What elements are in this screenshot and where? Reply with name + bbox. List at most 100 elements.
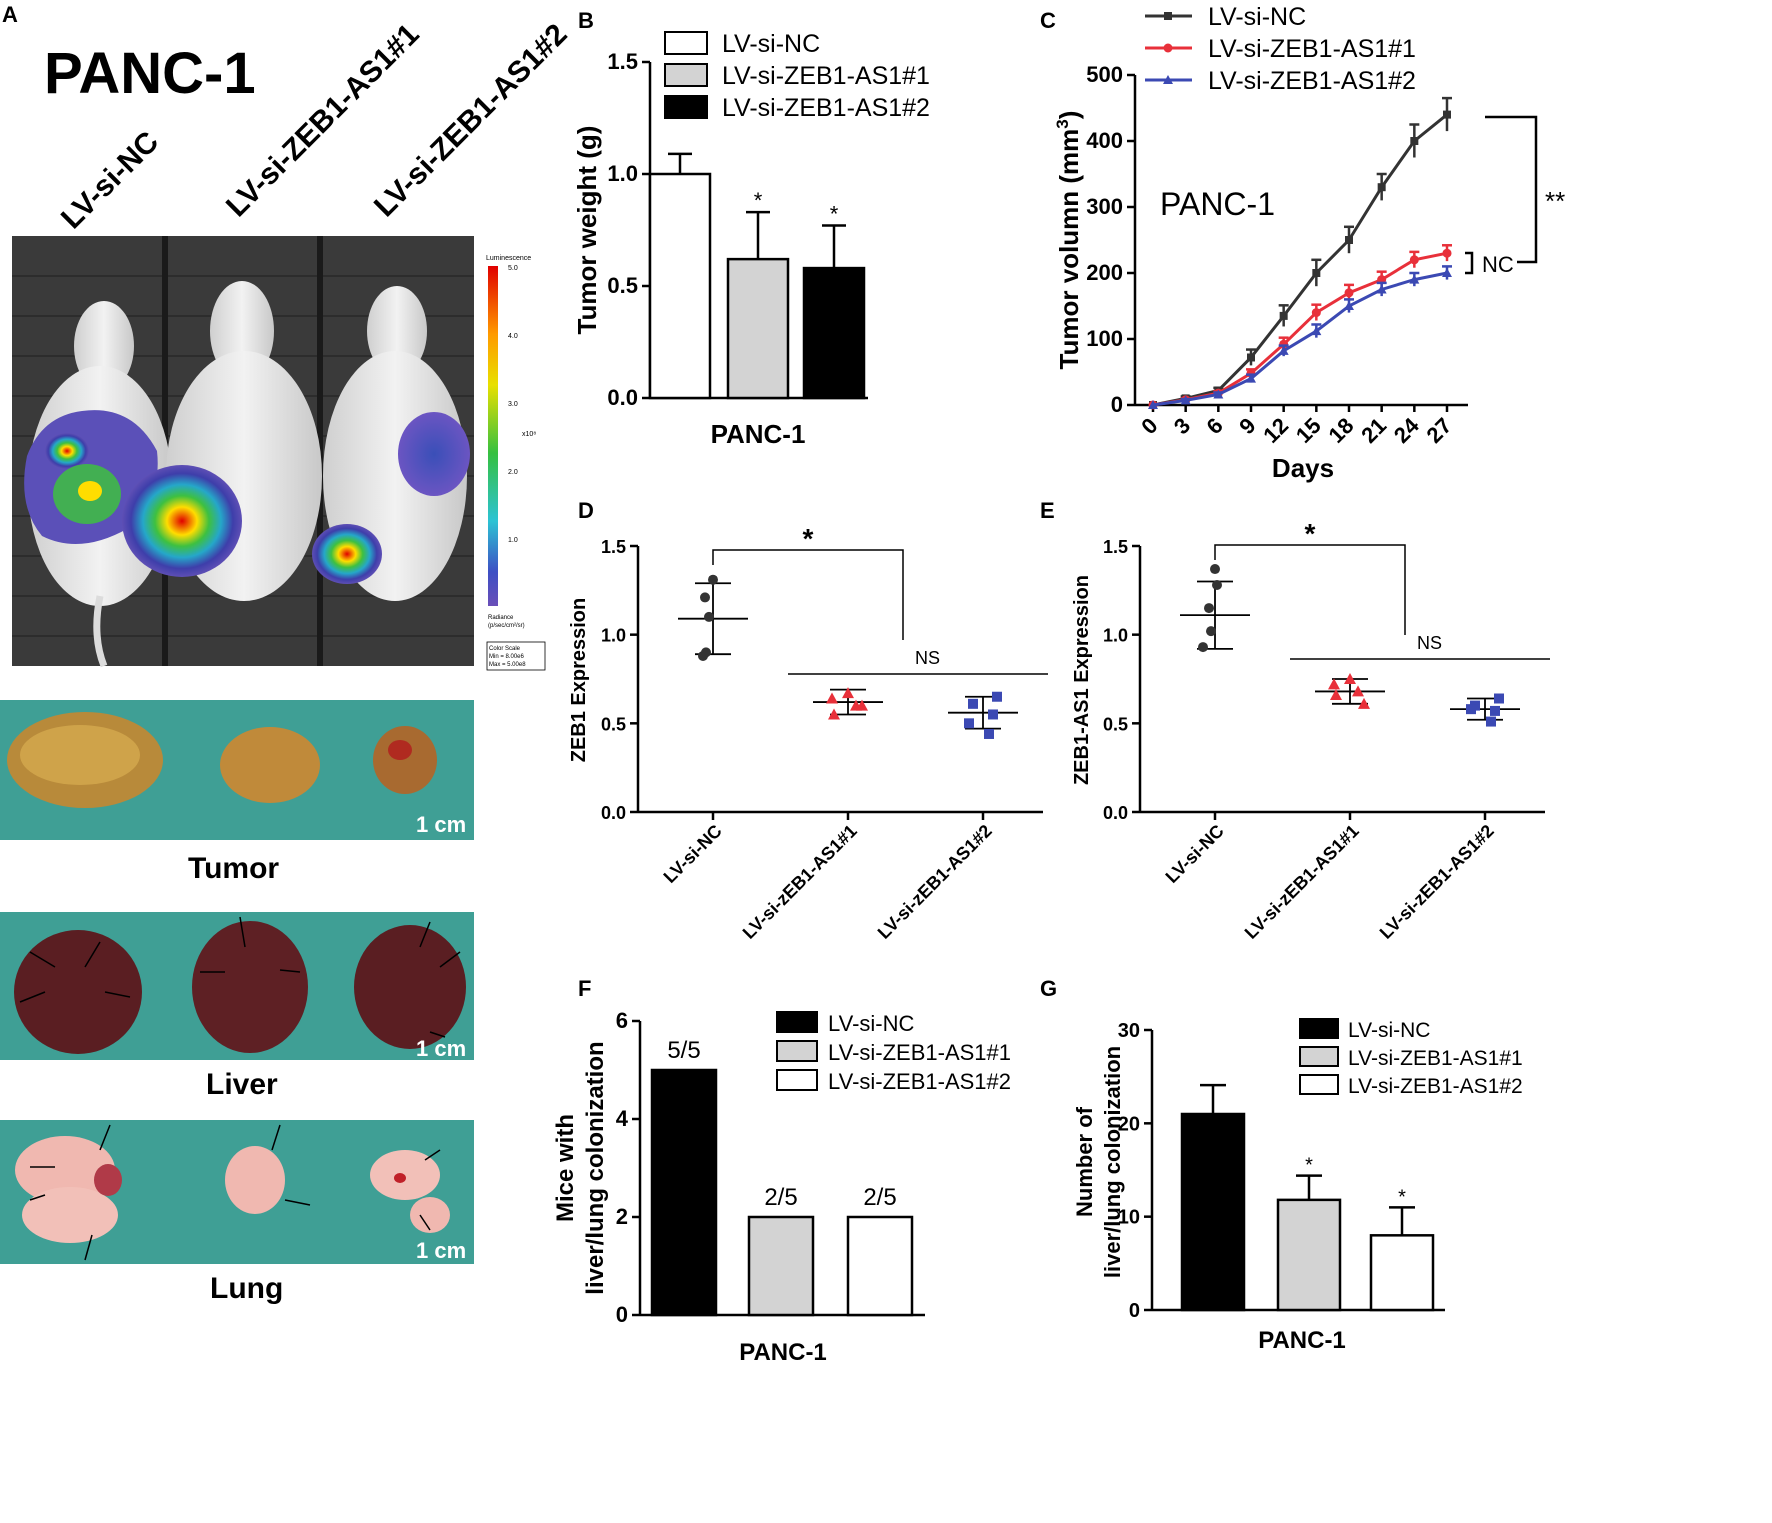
c-series-line-0 [1152, 113, 1448, 407]
c-point [1410, 137, 1419, 145]
c-x-tick-label: 24 [1389, 412, 1425, 448]
f-legend-swatch-2 [776, 1069, 818, 1091]
c-x-tick-label: 27 [1422, 413, 1457, 448]
f-bar-label-2: 2/5 [863, 1184, 896, 1211]
c-point [1376, 284, 1387, 294]
g-legend-swatch-2 [1299, 1074, 1339, 1095]
d-point [964, 718, 974, 729]
colorbar-tick-3: 2.0 [508, 469, 518, 476]
c-legend-label-1: LV-si-ZEB1-AS1#1 [1208, 35, 1416, 63]
c-x-tick-label: 6 [1202, 413, 1228, 439]
e-sig-bracket [1214, 544, 1406, 635]
c-x-tick-label: 21 [1356, 413, 1391, 448]
c-legend-marker-0 [1164, 12, 1172, 20]
c-point [1377, 183, 1386, 192]
panel-label-e: E [1040, 498, 1055, 523]
liver-caption: Liver [206, 1068, 278, 1101]
f-legend-swatch-1 [776, 1040, 818, 1062]
c-x-tick-label: 18 [1324, 413, 1359, 448]
f-bar-label-0: 5/5 [667, 1037, 700, 1064]
colorbar: Luminescence 5.0 4.0 3.0 x10⁸ 2.0 1.0 Ra… [486, 255, 546, 671]
f-y-label-2: liver/lung colonization [582, 1041, 609, 1294]
e-y-tick-label: 1.5 [1103, 537, 1128, 557]
e-point [1206, 626, 1216, 637]
panel-label-c: C [1040, 8, 1056, 33]
tumor-scale-text: 1 cm [416, 812, 467, 837]
d-point [701, 647, 711, 658]
c-y-tick-label: 300 [1086, 194, 1123, 219]
d-y-label: ZEB1 Expression [568, 598, 590, 763]
c-y-tick-label: 500 [1086, 62, 1123, 87]
colorbar-tick-2: 3.0 [508, 401, 518, 408]
c-nc-label: NC [1482, 252, 1514, 277]
panel-label-g: G [1040, 976, 1058, 1001]
c-series-line-1 [1152, 251, 1448, 407]
b-y-tick-label: 0.5 [607, 273, 638, 298]
e-y-tick-label: 1.0 [1103, 626, 1128, 646]
c-y-tick-label: 0 [1111, 392, 1123, 417]
d-point [992, 691, 1002, 702]
b-y-tick-label: 0.0 [607, 385, 638, 410]
e-point [1352, 685, 1364, 697]
c-point [1409, 274, 1420, 284]
lung-photo: 1 cm [0, 1120, 474, 1264]
e-point [1204, 603, 1214, 614]
f-y-tick-label: 6 [616, 1008, 628, 1033]
c-point [1409, 255, 1419, 265]
d-point [700, 592, 710, 603]
b-legend-label-0: LV-si-NC [722, 30, 820, 58]
b-legend-swatch-0 [664, 31, 708, 55]
panel-label-f: F [578, 976, 592, 1001]
lung-caption: Lung [210, 1272, 284, 1305]
d-ns-label: NS [915, 648, 940, 668]
b-x-label: PANC-1 [711, 419, 806, 449]
e-point [1494, 693, 1504, 704]
c-x-tick-label: 12 [1258, 413, 1293, 448]
c-x-tick-label: 9 [1234, 413, 1260, 439]
f-y-label: Mice with [552, 1114, 579, 1222]
e-point [1330, 688, 1342, 700]
tumor-caption: Tumor [188, 852, 280, 885]
d-x-tick-label-1: LV-si-zEB1-AS1#1 [739, 821, 861, 943]
b-legend-swatch-1 [664, 63, 708, 87]
b-y-label: Tumor weight (g) [572, 126, 602, 335]
g-bar-1 [1276, 1198, 1342, 1312]
c-point [1442, 248, 1452, 258]
b-sig-1: * [754, 188, 763, 213]
colorbar-tick-1: 4.0 [508, 333, 518, 340]
panel-label-b: B [578, 8, 594, 33]
d-point [856, 699, 868, 711]
f-y-tick-label: 2 [616, 1204, 628, 1229]
g-legend-label-2: LV-si-ZEB1-AS1#2 [1348, 1075, 1523, 1098]
e-point [1486, 716, 1496, 727]
e-point [1328, 678, 1340, 690]
g-y-tick-label: 30 [1118, 1020, 1140, 1042]
e-sig-label: * [1305, 518, 1316, 549]
d-point [828, 708, 840, 720]
e-x-tick-label-0: LV-si-NC [1162, 821, 1228, 887]
d-point [826, 692, 838, 704]
c-x-tick-label: 3 [1169, 413, 1195, 439]
e-point [1466, 704, 1476, 715]
e-x-tick-label-2: LV-si-zEB1-AS1#2 [1376, 821, 1498, 943]
c-y-tick-label: 400 [1086, 128, 1123, 153]
tumor-scale: 1 cm [416, 812, 466, 838]
liver-scale-text: 1 cm [416, 1036, 467, 1060]
d-point [968, 698, 978, 709]
g-bar-2 [1369, 1234, 1435, 1312]
g-sig-2: * [1398, 1186, 1406, 1208]
f-bar-1 [747, 1215, 815, 1317]
colorbar-scale-title: Color Scale [489, 646, 521, 652]
c-point [1247, 353, 1255, 362]
e-point [1212, 580, 1222, 591]
c-point [1180, 395, 1191, 405]
colorbar-units: (p/sec/cm²/sr) [488, 623, 525, 629]
d-y-tick-label: 1.5 [601, 537, 626, 557]
g-sig-1: * [1305, 1155, 1313, 1177]
e-y-tick-label: 0.0 [1103, 803, 1128, 823]
f-legend-label-2: LV-si-ZEB1-AS1#2 [828, 1069, 1011, 1094]
g-y-tick-label: 10 [1118, 1207, 1140, 1229]
c-point [1278, 345, 1289, 355]
b-bar-2 [802, 266, 866, 400]
